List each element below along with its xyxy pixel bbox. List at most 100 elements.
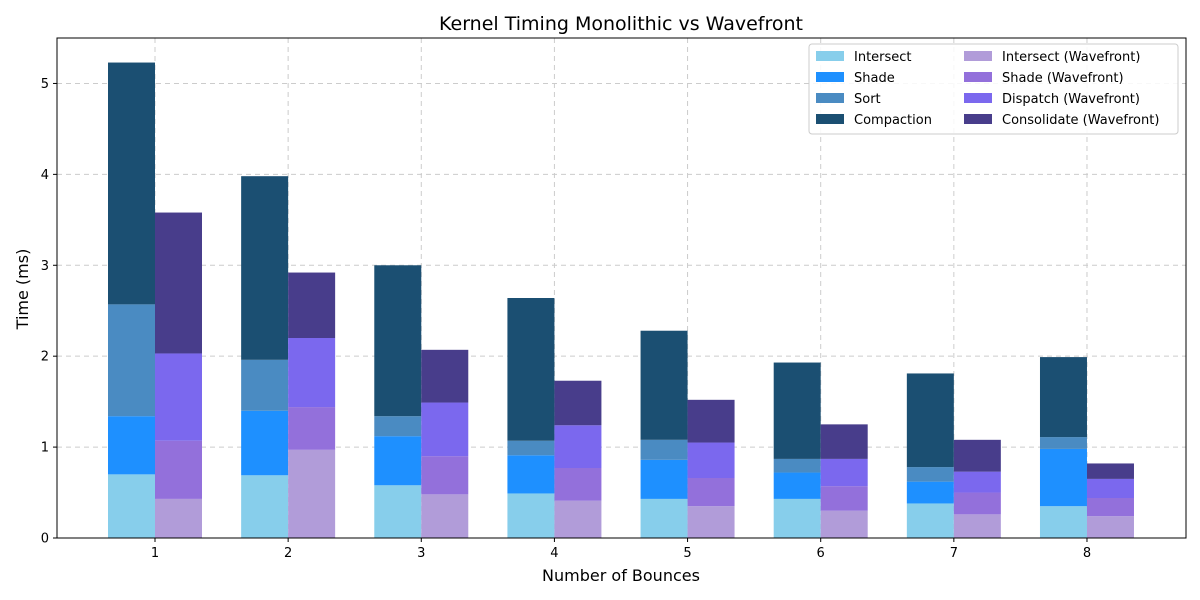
legend-label: Shade (Wavefront): [1002, 71, 1124, 86]
y-tick-label: 2: [41, 350, 49, 365]
y-tick-label: 0: [41, 532, 49, 547]
x-tick-label: 1: [151, 546, 159, 561]
bar-segment: [108, 62, 155, 305]
bar-segment: [640, 498, 688, 538]
x-tick-label: 8: [1083, 546, 1091, 561]
bar-segment: [906, 481, 954, 504]
plot-frame: [56, 37, 1187, 539]
bar-segment: [288, 338, 336, 408]
legend-swatch: [964, 93, 992, 103]
y-axis-title: Time (ms): [13, 249, 32, 331]
bar-segment: [108, 474, 155, 538]
bar-segment: [773, 458, 821, 473]
bar-segment: [953, 439, 1001, 472]
bar-segment: [906, 467, 954, 482]
bar-segment: [773, 498, 821, 538]
legend-swatch: [964, 72, 992, 82]
bar-segment: [640, 439, 688, 460]
bar-segment: [374, 436, 422, 486]
legend-swatch: [964, 114, 992, 124]
y-tick-label: 5: [41, 77, 49, 92]
bar-segment: [288, 449, 336, 538]
bar-segment: [1039, 506, 1087, 538]
bar-segment: [953, 514, 1001, 538]
bar-segment: [820, 510, 868, 538]
bar-segment: [155, 440, 202, 499]
legend-label: Compaction: [854, 113, 932, 128]
bar-segment: [241, 475, 289, 538]
bar-segment: [773, 472, 821, 499]
bar-segment: [820, 458, 868, 487]
bar-segment: [155, 498, 202, 538]
bar-segment: [554, 500, 602, 538]
bar-segment: [374, 485, 422, 538]
bar-segment: [554, 380, 602, 426]
bar-segment: [1086, 516, 1134, 538]
bar-segment: [687, 506, 735, 538]
x-axis-title: Number of Bounces: [542, 566, 700, 585]
legend-swatch: [816, 51, 844, 61]
legend-swatch: [816, 72, 844, 82]
bar-segment: [906, 503, 954, 538]
bar-segment: [640, 330, 688, 440]
bar-segment: [507, 455, 555, 494]
bar-segment: [1039, 437, 1087, 449]
bar-segment: [374, 265, 422, 417]
bar-segment: [554, 425, 602, 468]
bar-segment: [155, 212, 202, 354]
bar-segment: [687, 478, 735, 507]
x-tick-label: 2: [284, 546, 292, 561]
legend-label: Consolidate (Wavefront): [1002, 113, 1159, 128]
bar-segment: [1039, 357, 1087, 438]
legend-label: Intersect (Wavefront): [1002, 50, 1140, 65]
y-tick-label: 4: [41, 168, 49, 183]
bar-segment: [953, 492, 1001, 515]
bar-segment: [687, 399, 735, 443]
bar-segment: [374, 416, 422, 437]
bar-segment: [507, 440, 555, 456]
bar-segment: [953, 471, 1001, 493]
bars-layer: [108, 62, 1134, 538]
bar-segment: [1086, 463, 1134, 479]
bar-segment: [906, 373, 954, 468]
y-tick-label: 3: [41, 259, 49, 274]
bar-segment: [820, 486, 868, 511]
legend-swatch: [964, 51, 992, 61]
bar-segment: [241, 359, 289, 411]
x-tick-label: 3: [417, 546, 425, 561]
bar-segment: [108, 416, 155, 475]
legend: Intersect Shade Sort Compaction Intersect (W…: [808, 43, 1179, 135]
bar-segment: [554, 468, 602, 501]
bar-segment: [507, 493, 555, 538]
bar-segment: [640, 459, 688, 499]
legend-label: Intersect: [854, 50, 912, 65]
bar-segment: [288, 407, 336, 450]
legend-swatch: [816, 93, 844, 103]
bar-segment: [241, 410, 289, 476]
legend-swatch: [816, 114, 844, 124]
bar-segment: [1086, 498, 1134, 517]
x-tick-label: 7: [950, 546, 958, 561]
bar-segment: [687, 442, 735, 478]
y-tick-label: 1: [41, 441, 49, 456]
x-tick-label: 4: [550, 546, 558, 561]
chart-title: Kernel Timing Monolithic vs Wavefront: [439, 13, 803, 35]
bar-segment: [507, 298, 555, 441]
legend-box: [808, 43, 1179, 135]
bar-segment: [288, 272, 336, 338]
legend-label: Shade: [854, 71, 895, 86]
bar-segment: [421, 456, 469, 495]
bar-segment: [421, 494, 469, 538]
bar-segment: [421, 402, 469, 457]
bar-segment: [820, 424, 868, 459]
ticks-layer: 0 1 2 3 4 5 1 2 3 4 5 6 7 8: [41, 77, 1091, 561]
bar-segment: [773, 362, 821, 459]
bar-segment: [108, 304, 155, 417]
bar-segment: [1086, 478, 1134, 498]
bar-segment: [241, 176, 289, 360]
bar-segment: [155, 353, 202, 441]
bar-segment: [421, 349, 469, 403]
bar-segment: [1039, 448, 1087, 507]
x-tick-label: 5: [683, 546, 691, 561]
